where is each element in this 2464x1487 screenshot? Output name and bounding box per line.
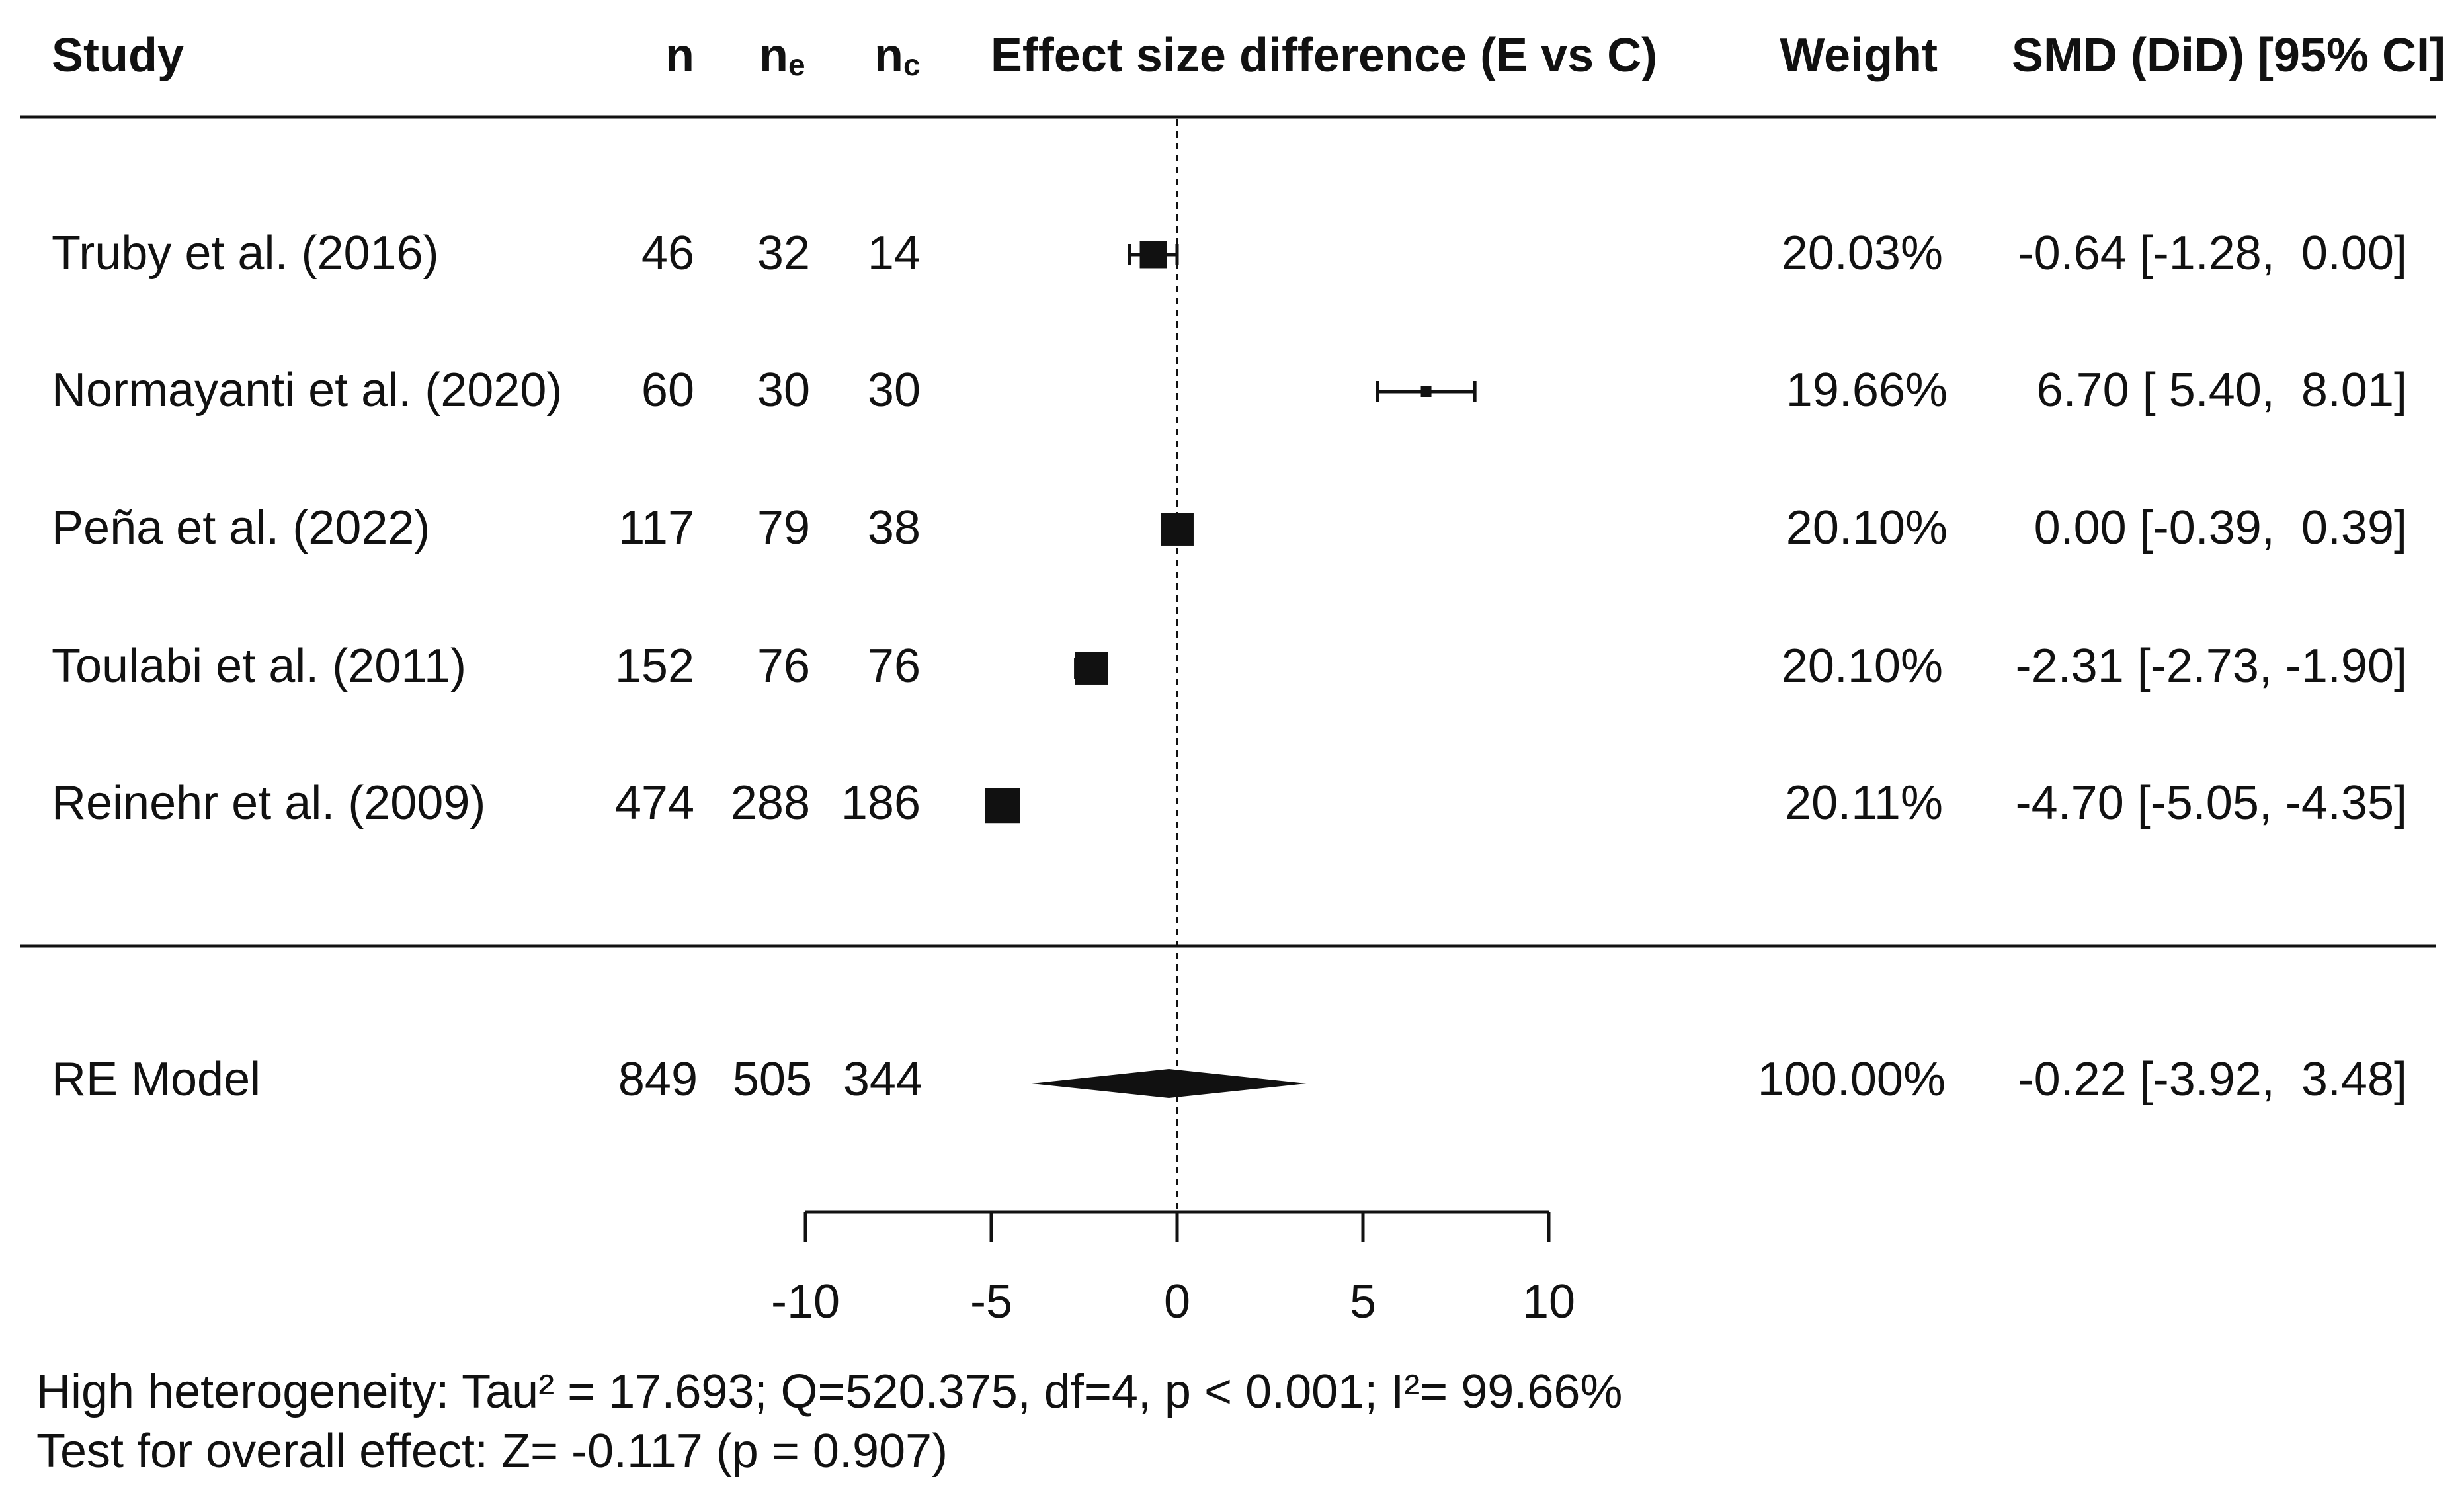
header-weight: Weight [1780,29,1938,82]
study-nc: 30 [868,364,921,417]
point-estimate-square [1420,386,1432,397]
study-row: Toulabi et al. (2011) 152 76 76 20.10% -… [52,640,2407,693]
study-label: Peña et al. (2022) [52,501,430,554]
x-tick-label: -10 [771,1275,840,1328]
header-nc-main: n [874,29,903,82]
x-tick-label: 10 [1522,1275,1575,1328]
study-smd-ci: 0.00 [-0.39, 0.39] [2034,501,2407,554]
point-estimate-square [1139,241,1167,269]
study-label: Normayanti et al. (2020) [52,364,562,417]
study-row: Peña et al. (2022) 117 79 38 20.10% 0.00… [52,501,2407,554]
header-smd: SMD (DiD) [95% CI] [2012,29,2445,82]
header-ne-main: n [759,29,788,82]
study-row: Truby et al. (2016) 46 32 14 20.03% -0.6… [52,227,2407,280]
summary-ne: 505 [733,1053,812,1106]
study-nc: 38 [868,501,921,554]
study-smd-ci: -4.70 [-5.05, -4.35] [2016,777,2407,829]
study-weight: 20.03% [1782,227,1943,280]
column-headers: Study n ne nc Effect size difference (E … [52,29,2445,82]
summary-smd-ci: -0.22 [-3.92, 3.48] [2018,1053,2407,1106]
study-n: 152 [615,640,694,693]
study-row: Normayanti et al. (2020) 60 30 30 19.66%… [52,364,2407,417]
study-ne: 79 [757,501,810,554]
point-estimate-square [985,788,1020,824]
header-effect: Effect size difference (E vs C) [991,29,1657,82]
x-tick-label: 0 [1164,1275,1190,1328]
summary-diamond [1031,1069,1307,1098]
study-ne: 76 [757,640,810,693]
summary-nc: 344 [843,1053,923,1106]
study-n: 117 [618,501,694,554]
x-tick-label: 5 [1350,1275,1376,1328]
header-nc-sub: c [903,48,921,82]
study-weight: 20.10% [1786,501,1948,554]
study-weight: 20.11% [1785,777,1943,829]
header-ne: ne [759,29,805,82]
study-n: 60 [641,364,694,417]
study-ne: 30 [757,364,810,417]
heterogeneity-note: High heterogeneity: Tau² = 17.693; Q=520… [36,1365,1622,1418]
header-nc: nc [874,29,921,82]
header-n: n [665,29,694,82]
overall-effect-note: Test for overall effect: Z= -0.117 (p = … [36,1425,948,1478]
header-ne-sub: e [788,48,805,82]
point-estimate-square [1161,513,1194,546]
study-label: Truby et al. (2016) [52,227,439,280]
study-label: Reinehr et al. (2009) [52,777,485,829]
study-smd-ci: -0.64 [-1.28, 0.00] [2018,227,2407,280]
study-row: Reinehr et al. (2009) 474 288 186 20.11%… [52,777,2407,829]
footnotes: High heterogeneity: Tau² = 17.693; Q=520… [36,1365,1622,1478]
point-estimate-square [1075,652,1108,685]
study-nc: 186 [841,777,921,829]
study-nc: 76 [868,640,921,693]
study-ne: 32 [757,227,810,280]
x-axis: -10 -5 0 5 10 [771,1210,1575,1328]
study-weight: 19.66% [1786,364,1948,417]
study-rows: Truby et al. (2016) 46 32 14 20.03% -0.6… [52,227,2407,829]
study-n: 474 [615,777,694,829]
study-smd-ci: -2.31 [-2.73, -1.90] [2016,640,2407,693]
study-smd-ci: 6.70 [ 5.40, 8.01] [2037,364,2407,417]
study-n: 46 [641,227,694,280]
summary-n: 849 [618,1053,698,1106]
study-nc: 14 [868,227,921,280]
summary-row: RE Model 849 505 344 100.00% -0.22 [-3.9… [52,1053,2407,1106]
summary-weight: 100.00% [1758,1053,1946,1106]
forest-marks [985,241,1477,1098]
study-weight: 20.10% [1782,640,1943,693]
summary-label: RE Model [52,1053,261,1106]
header-study: Study [52,29,184,82]
study-label: Toulabi et al. (2011) [52,640,466,693]
x-tick-label: -5 [970,1275,1012,1328]
study-ne: 288 [731,777,810,829]
